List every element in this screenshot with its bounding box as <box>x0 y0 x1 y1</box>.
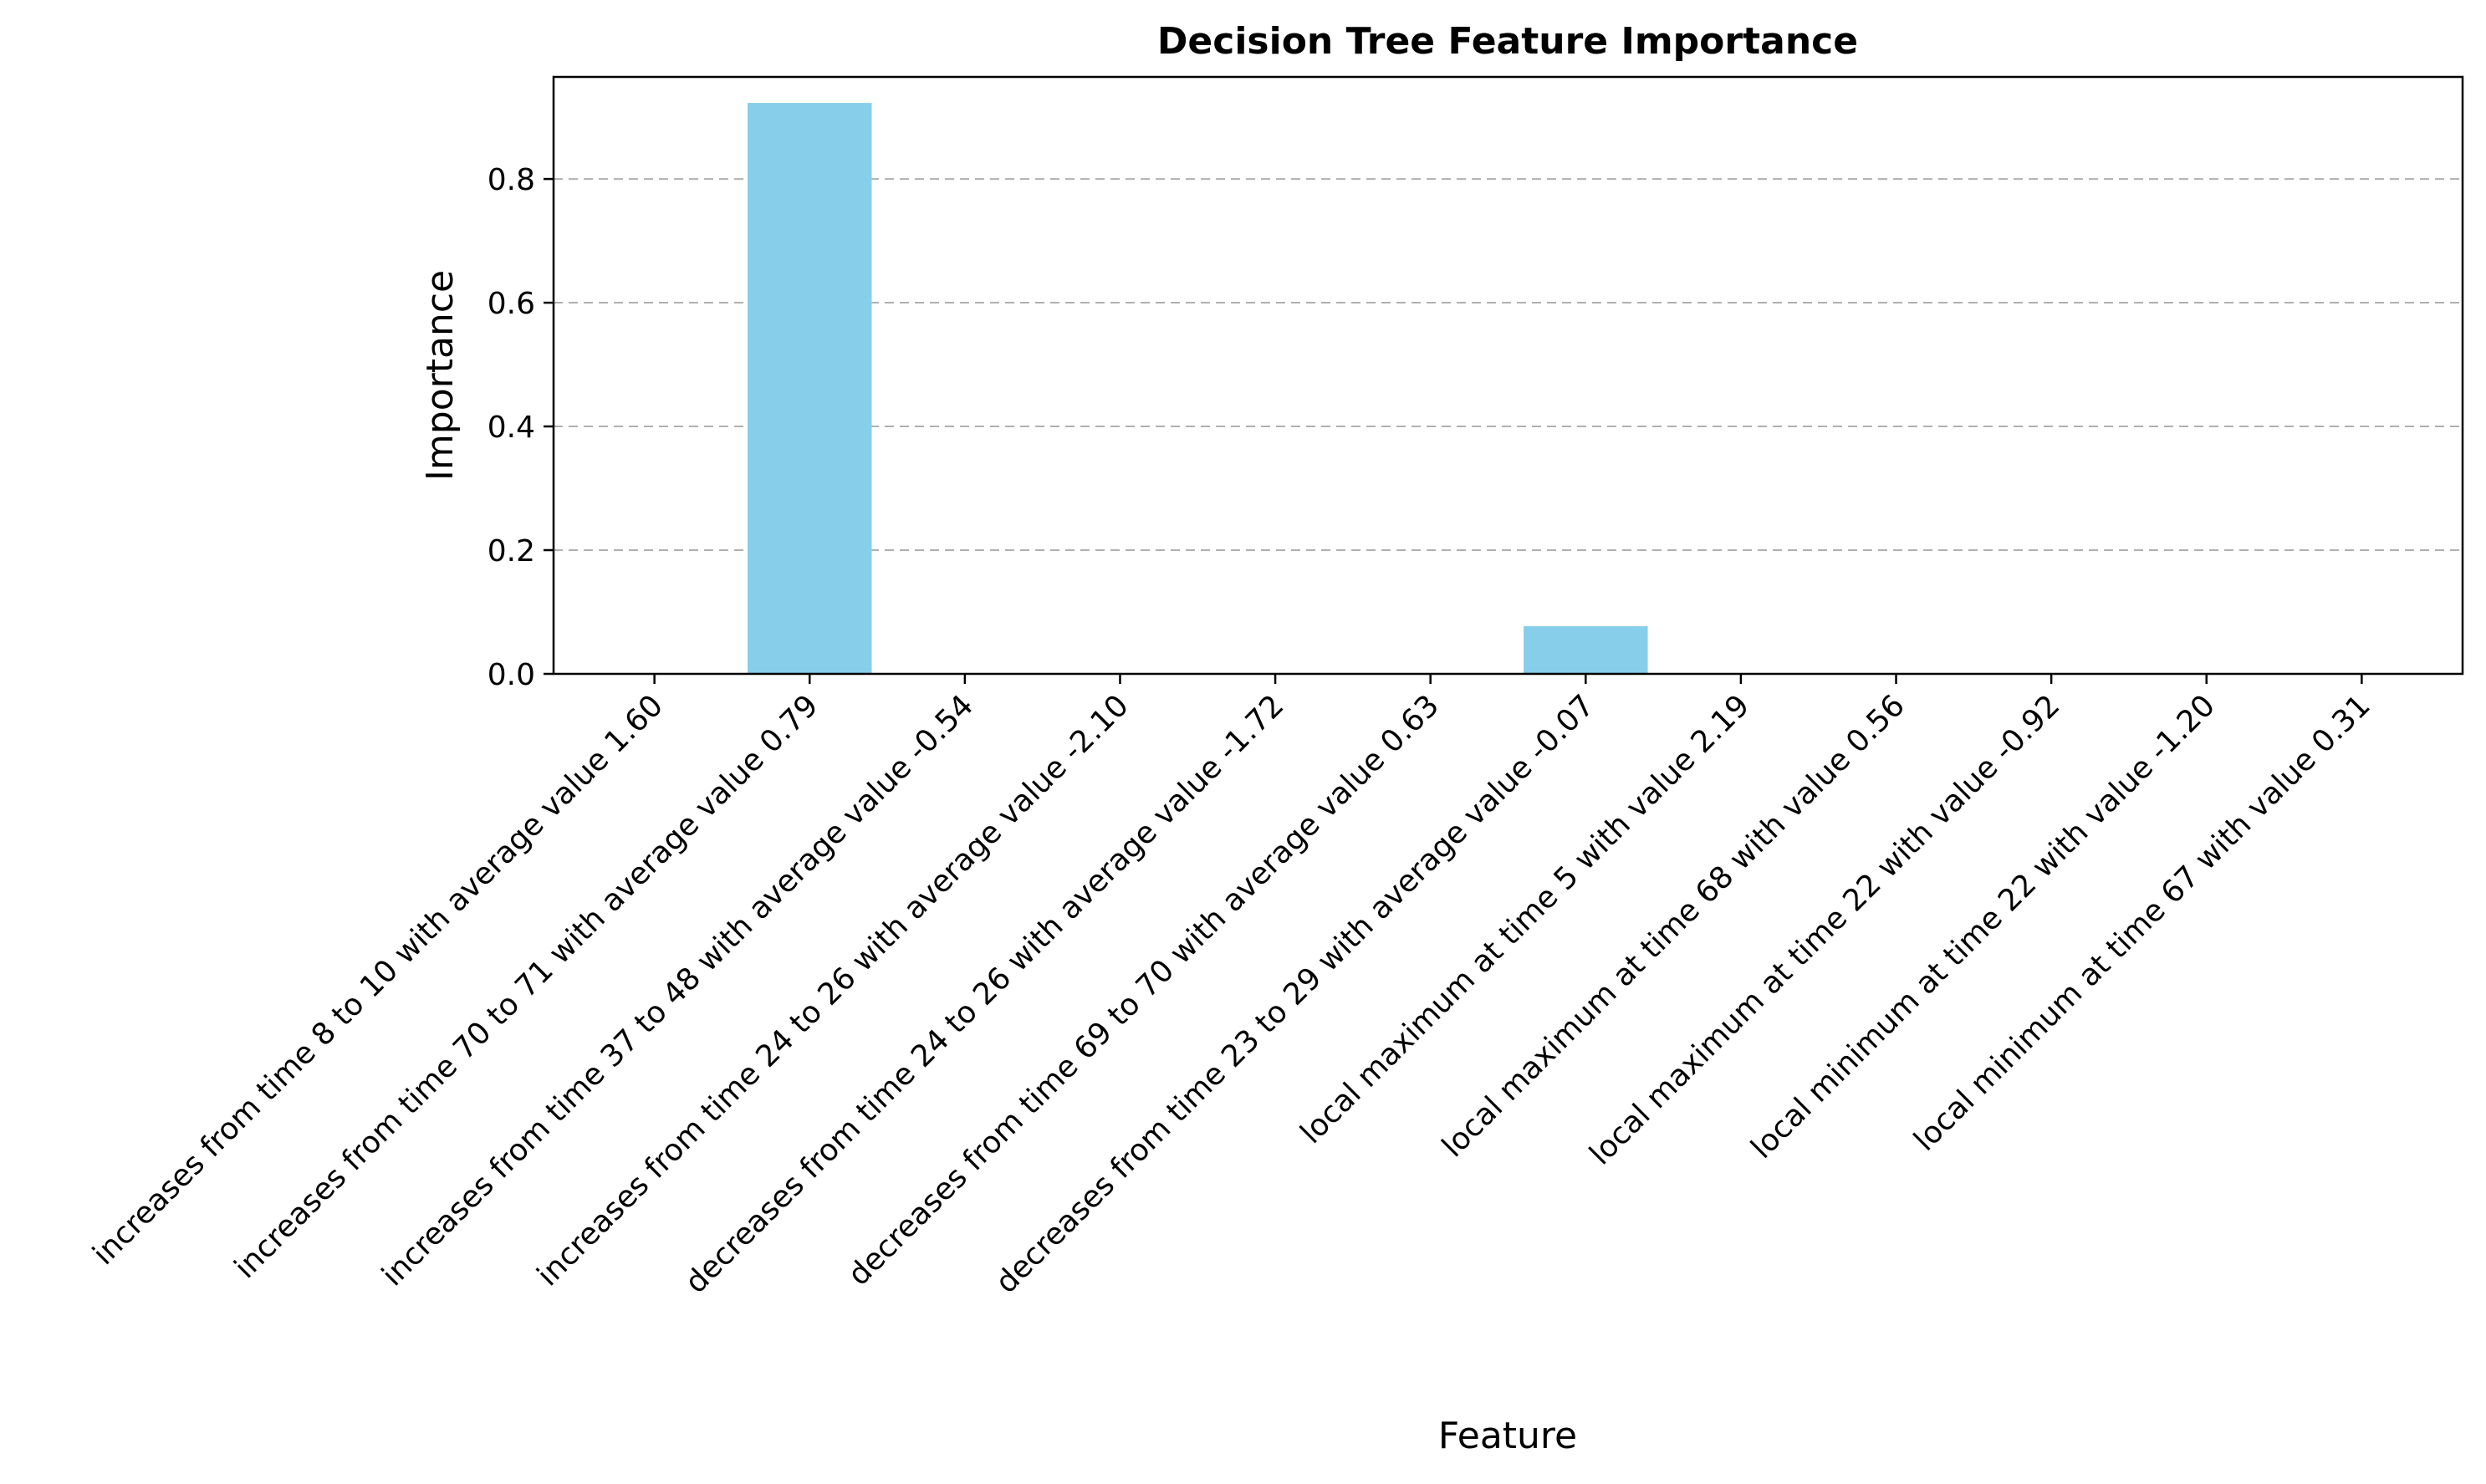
y-axis-label: Importance <box>419 270 462 481</box>
y-tick-label: 0.2 <box>488 534 535 569</box>
y-tick-label: 0.6 <box>488 287 535 321</box>
y-tick-label: 0.8 <box>488 163 535 197</box>
chart-title: Decision Tree Feature Importance <box>1157 20 1858 63</box>
bar <box>1524 626 1648 674</box>
bars <box>748 103 1648 675</box>
y-tick-label: 0.4 <box>488 411 535 445</box>
bar <box>748 103 872 675</box>
y-axis-ticks: 0.0 0.2 0.4 0.6 0.8 <box>488 163 554 692</box>
y-tick-label: 0.0 <box>488 658 535 692</box>
x-axis-label: Feature <box>1438 1415 1577 1457</box>
plot-frame <box>552 75 2464 676</box>
